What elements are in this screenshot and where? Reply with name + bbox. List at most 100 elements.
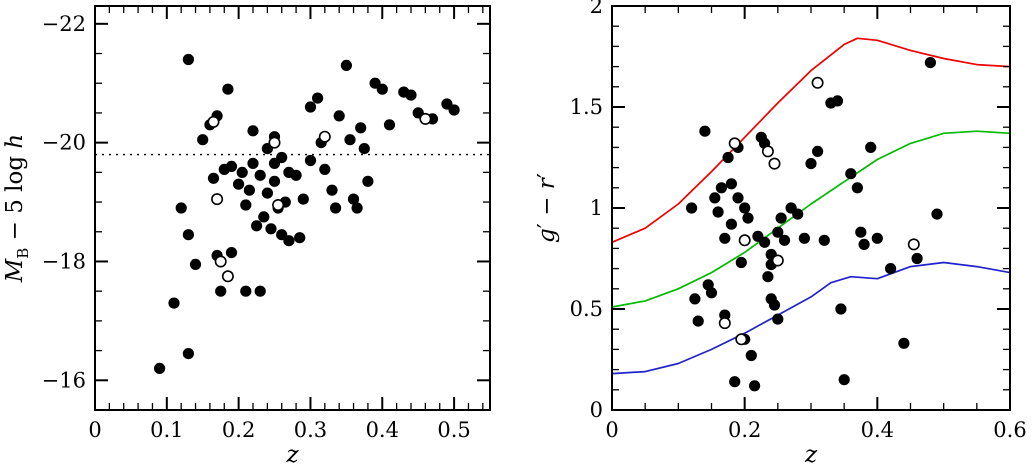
data-point: [812, 145, 824, 157]
data-point: [211, 193, 224, 206]
data-point: [347, 193, 360, 205]
data-point: [709, 192, 721, 204]
data-point: [207, 172, 220, 184]
data-point: [258, 211, 270, 223]
series-open-circles: [207, 112, 432, 283]
data-point: [182, 229, 194, 241]
data-point: [261, 187, 273, 199]
y-tick-label: 0.5: [570, 297, 603, 321]
data-point: [851, 182, 863, 194]
data-point: [742, 212, 754, 224]
data-point: [865, 141, 877, 153]
data-point: [225, 160, 238, 172]
y-tick-label: 0: [590, 398, 603, 422]
y-tick-label: −22: [42, 12, 86, 36]
y-tick-labels: 0 0.5 1 1.5 2: [570, 0, 603, 422]
data-point: [728, 137, 741, 150]
left-chart-svg: 0 0.1 0.2 0.3 0.4 0.5 −16 −18 −20 −22 z MB − 5 log …: [2, 5, 491, 464]
data-point: [182, 53, 194, 66]
right-panel-color-vs-redshift: 0 0.2 0.4 0.6 0 0.5 1 1.5 2 z g′ − r′: [520, 0, 1036, 464]
data-point: [448, 104, 460, 116]
y-axis-label: g′ − r′: [534, 173, 560, 243]
data-point: [719, 232, 731, 244]
data-point: [835, 303, 847, 315]
data-point: [265, 223, 277, 235]
x-tick-label: 0.2: [728, 418, 761, 442]
y-tick-label: 1.5: [570, 95, 603, 119]
curve-blue-model-track: [611, 261, 1011, 375]
data-point: [686, 202, 698, 214]
data-point: [715, 182, 727, 194]
data-point: [845, 168, 857, 180]
data-point: [775, 212, 787, 224]
data-point: [805, 158, 817, 170]
minor-ticks: [612, 6, 1010, 410]
data-point: [251, 220, 263, 232]
data-point: [236, 166, 248, 178]
data-point: [247, 125, 259, 137]
data-point: [732, 192, 744, 204]
data-point: [362, 175, 374, 187]
data-point: [290, 169, 302, 181]
data-point: [761, 145, 774, 158]
data-point: [304, 154, 317, 167]
data-point: [383, 119, 396, 131]
x-tick-label: 0.1: [150, 418, 183, 442]
data-point: [319, 163, 331, 175]
x-axis-label: z: [285, 442, 299, 464]
data-point: [215, 285, 227, 297]
x-tick-label: 0: [88, 418, 101, 442]
minor-ticks: [95, 6, 490, 411]
data-point: [297, 193, 309, 205]
plot-frame: [94, 5, 491, 411]
data-point: [725, 218, 737, 230]
curve-green-model-track: [611, 130, 1011, 308]
data-point: [735, 256, 747, 269]
series-filled-circles: [686, 57, 943, 392]
data-point: [907, 238, 920, 251]
data-point: [355, 122, 367, 134]
data-point: [333, 110, 345, 122]
data-point: [798, 232, 810, 244]
data-point: [768, 299, 781, 311]
data-point: [911, 252, 923, 265]
data-point: [254, 169, 266, 181]
series-open-circles: [718, 76, 920, 346]
data-point: [168, 297, 180, 309]
data-point: [276, 151, 288, 164]
data-point: [772, 313, 784, 325]
data-point: [762, 271, 774, 283]
data-point: [811, 76, 824, 89]
data-point: [294, 232, 306, 244]
data-point: [768, 157, 781, 170]
data-point: [729, 376, 741, 388]
y-tick-label: −16: [42, 368, 86, 392]
x-tick-label: 0.5: [437, 418, 470, 442]
data-point: [722, 151, 734, 164]
data-point: [225, 247, 238, 259]
data-point: [268, 175, 281, 187]
y-tick-label: −20: [42, 131, 86, 155]
data-point: [197, 134, 209, 146]
x-tick-labels: 0 0.1 0.2 0.3 0.4 0.5: [88, 418, 470, 442]
major-ticks: [611, 5, 1011, 411]
data-point: [312, 92, 324, 104]
y-tick-label: −18: [42, 249, 86, 273]
data-point: [340, 59, 352, 71]
data-point: [268, 136, 281, 149]
data-point: [254, 285, 266, 297]
data-point: [871, 232, 883, 244]
data-point: [222, 83, 234, 95]
data-point: [738, 234, 751, 247]
data-point: [272, 199, 285, 212]
data-point: [358, 143, 370, 155]
data-point: [243, 184, 255, 196]
data-point: [924, 57, 936, 69]
data-point: [182, 348, 194, 360]
data-point: [304, 101, 317, 113]
x-tick-labels: 0 0.2 0.4 0.6: [605, 418, 1026, 442]
data-point: [283, 235, 295, 247]
x-tick-label: 0.4: [861, 418, 894, 442]
x-tick-label: 0.6: [993, 418, 1026, 442]
data-point: [792, 208, 804, 220]
